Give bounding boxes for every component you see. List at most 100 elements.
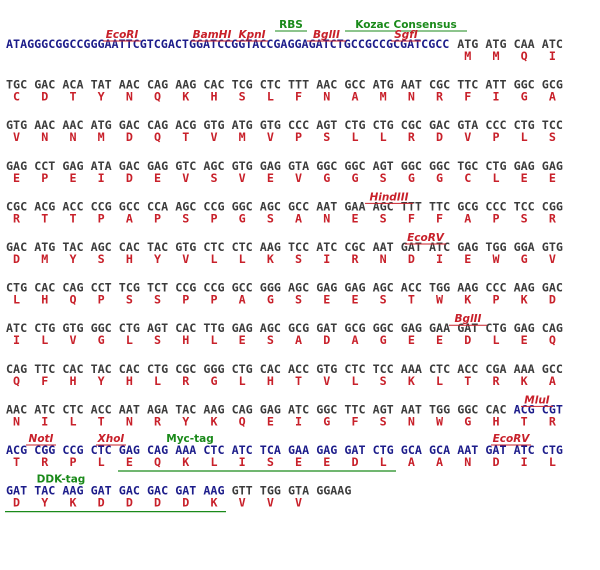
amino-acid: I bbox=[41, 414, 48, 428]
amino-acid: Q bbox=[521, 49, 528, 63]
codon: GAG bbox=[344, 281, 365, 295]
annotation-label: EcoRV bbox=[493, 433, 531, 445]
amino-acid: S bbox=[182, 211, 189, 225]
codon: TCT bbox=[147, 281, 168, 295]
codon: ATG bbox=[485, 37, 506, 51]
amino-acid: V bbox=[267, 496, 274, 510]
codon: CCT bbox=[91, 281, 112, 295]
codon: AGA bbox=[147, 402, 168, 416]
amino-acid: K bbox=[267, 252, 274, 266]
amino-acid: W bbox=[436, 414, 444, 428]
codon: ACC bbox=[457, 362, 478, 376]
codon: AGC bbox=[203, 159, 224, 173]
amino-acid: D bbox=[126, 130, 133, 144]
codon: ATG bbox=[91, 118, 112, 132]
amino-acid: E bbox=[521, 171, 528, 185]
codon: AAA bbox=[401, 362, 422, 376]
annotation-label: NotI bbox=[29, 433, 54, 445]
amino-acid: H bbox=[182, 333, 189, 347]
amino-acid: R bbox=[351, 252, 359, 266]
codon: CCC bbox=[485, 118, 506, 132]
annotation-label: RBS bbox=[279, 19, 303, 31]
codon: GAG bbox=[514, 159, 535, 173]
annotation-label: XhoI bbox=[97, 433, 125, 445]
codon: AGT bbox=[147, 321, 168, 335]
amino-acid: Q bbox=[13, 374, 20, 388]
amino-acid: E bbox=[154, 171, 161, 185]
amino-acid: A bbox=[351, 90, 358, 104]
codon: AGT bbox=[373, 159, 394, 173]
codon: CAG bbox=[147, 443, 168, 457]
annotation-label: EcoRV bbox=[407, 232, 445, 244]
codon: CAG bbox=[147, 118, 168, 132]
amino-acid: N bbox=[323, 211, 330, 225]
amino-acid: A bbox=[295, 211, 302, 225]
amino-acid: E bbox=[323, 455, 330, 469]
amino-acid: D bbox=[41, 90, 48, 104]
amino-acid: A bbox=[464, 211, 471, 225]
codon: GCC bbox=[288, 199, 309, 213]
amino-acid: S bbox=[295, 252, 302, 266]
codon: CAC bbox=[62, 362, 83, 376]
codon: CTC bbox=[203, 443, 224, 457]
codon: ATG bbox=[34, 240, 55, 254]
codon: TTC bbox=[344, 402, 365, 416]
codon: ACC bbox=[288, 362, 309, 376]
codon: AAG bbox=[457, 281, 478, 295]
codon: CAG bbox=[232, 402, 253, 416]
codon: ATC bbox=[514, 443, 535, 457]
codon: ATC bbox=[316, 240, 337, 254]
amino-acid: I bbox=[549, 49, 556, 63]
amino-acid: V bbox=[239, 496, 246, 510]
codon: CAC bbox=[260, 362, 281, 376]
amino-acid: S bbox=[380, 211, 387, 225]
codon: CCC bbox=[288, 118, 309, 132]
codon: AAG bbox=[175, 78, 196, 92]
codon: GGC bbox=[373, 321, 394, 335]
amino-acid: H bbox=[41, 293, 48, 307]
codon: AGT bbox=[373, 402, 394, 416]
codon: GGC bbox=[514, 78, 535, 92]
codon: CCG bbox=[203, 199, 224, 213]
amino-acid: P bbox=[98, 293, 105, 307]
amino-acid: V bbox=[13, 130, 20, 144]
amino-acid: N bbox=[41, 130, 48, 144]
amino-acid: D bbox=[408, 252, 415, 266]
codon: CGC bbox=[429, 78, 450, 92]
amino-acid: L bbox=[210, 455, 217, 469]
amino-acid: K bbox=[69, 496, 76, 510]
codon: CAC bbox=[175, 321, 196, 335]
amino-acid: S bbox=[380, 171, 387, 185]
codon: AAT bbox=[401, 402, 422, 416]
codon: GCG bbox=[288, 321, 309, 335]
amino-acid: L bbox=[492, 333, 499, 347]
codon: GAA bbox=[288, 443, 309, 457]
codon: TCC bbox=[514, 199, 535, 213]
amino-acid: S bbox=[295, 293, 302, 307]
amino-acid: T bbox=[182, 130, 189, 144]
codon: TGC bbox=[6, 78, 27, 92]
codon: CTG bbox=[514, 118, 535, 132]
amino-acid: A bbox=[549, 90, 556, 104]
codon: TAC bbox=[91, 362, 112, 376]
codon: GAG bbox=[401, 321, 422, 335]
codon: TTG bbox=[203, 321, 224, 335]
amino-acid: G bbox=[351, 171, 358, 185]
codon: GGC bbox=[401, 159, 422, 173]
codon: ACG bbox=[175, 118, 196, 132]
amino-acid: E bbox=[351, 211, 358, 225]
codon: GGC bbox=[316, 402, 337, 416]
codon: GAC bbox=[542, 281, 563, 295]
amino-acid: L bbox=[492, 171, 499, 185]
codon: GGC bbox=[344, 159, 365, 173]
amino-acid: S bbox=[267, 333, 274, 347]
codon: GAG bbox=[147, 159, 168, 173]
codon: GTG bbox=[542, 240, 563, 254]
codon: CAC bbox=[203, 78, 224, 92]
amino-acid: L bbox=[126, 333, 133, 347]
amino-acid: N bbox=[69, 130, 76, 144]
codon: TCC bbox=[288, 240, 309, 254]
amino-acid: L bbox=[210, 252, 217, 266]
codon: ATG bbox=[457, 37, 478, 51]
